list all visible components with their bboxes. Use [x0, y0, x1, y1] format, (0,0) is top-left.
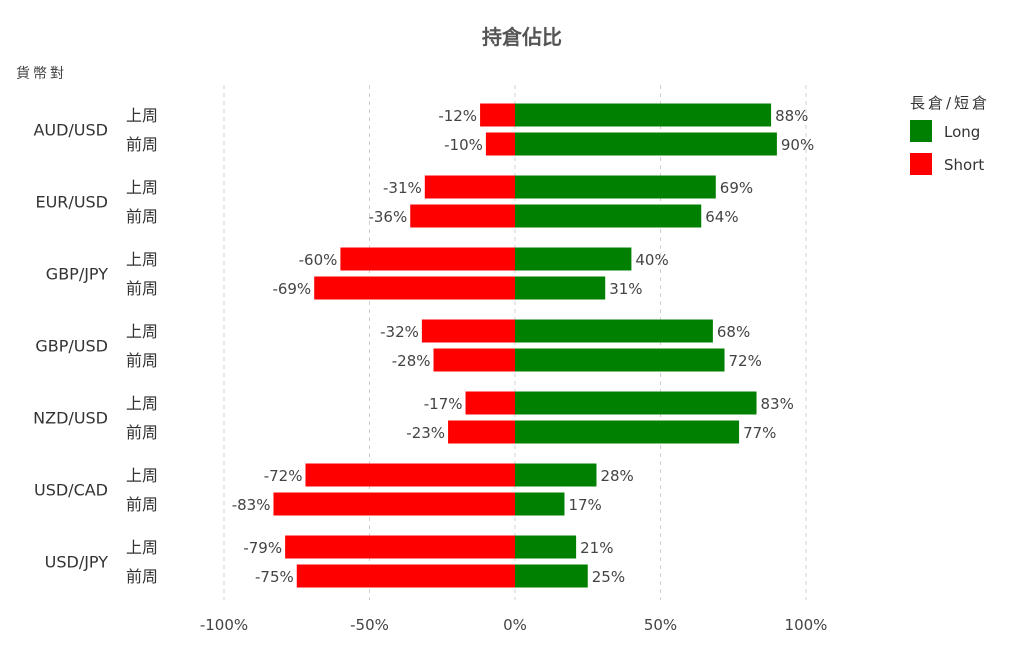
bar-long — [515, 247, 632, 271]
week-label: 上周 — [126, 394, 158, 413]
short-value-label: -79% — [243, 539, 282, 557]
short-value-label: -23% — [406, 424, 445, 442]
week-label: 上周 — [126, 538, 158, 557]
bar-short — [421, 319, 515, 343]
bar-long — [515, 564, 588, 588]
legend: 長倉/短倉 Long Short — [910, 94, 990, 175]
bar-short — [485, 132, 515, 156]
x-axis-ticks: -100% -50% 0% 50% 100% — [200, 616, 828, 634]
bar-long — [515, 103, 772, 127]
long-value-label: 69% — [720, 179, 753, 197]
bar-long — [515, 391, 757, 415]
week-label: 前周 — [126, 495, 158, 514]
long-value-label: 68% — [717, 323, 750, 341]
week-label: 前周 — [126, 135, 158, 154]
bar-long — [515, 204, 702, 228]
week-label: 前周 — [126, 423, 158, 442]
short-value-label: -72% — [264, 467, 303, 485]
short-value-label: -28% — [392, 352, 431, 370]
bars — [273, 103, 777, 588]
long-value-label: 28% — [600, 467, 633, 485]
long-value-label: 21% — [580, 539, 613, 557]
short-value-label: -36% — [368, 208, 407, 226]
labels: AUD/USD 上周 -12% 88% 前周 -10% 90% EUR/USD 上周 -31% 69… — [33, 106, 814, 586]
bar-short — [285, 535, 515, 559]
bar-long — [515, 319, 713, 343]
week-label: 上周 — [126, 466, 158, 485]
week-label: 上周 — [126, 250, 158, 269]
long-value-label: 40% — [635, 251, 668, 269]
currency-pair-label: USD/JPY — [45, 553, 109, 572]
bar-long — [515, 492, 565, 516]
bar-short — [296, 564, 515, 588]
bar-long — [515, 420, 740, 444]
bar-short — [480, 103, 515, 127]
week-label: 前周 — [126, 279, 158, 298]
bar-long — [515, 463, 597, 487]
week-label: 前周 — [126, 567, 158, 586]
bar-short — [433, 348, 515, 372]
bar-long — [515, 348, 725, 372]
chart-title: 持倉佔比 — [482, 25, 562, 49]
currency-pair-label: GBP/JPY — [46, 265, 108, 284]
week-label: 上周 — [126, 322, 158, 341]
week-label: 前周 — [126, 207, 158, 226]
x-tick-label: 0% — [503, 616, 527, 634]
short-value-label: -69% — [272, 280, 311, 298]
bar-short — [424, 175, 515, 199]
week-label: 上周 — [126, 106, 158, 125]
bar-long — [515, 276, 606, 300]
currency-pair-label: EUR/USD — [35, 193, 108, 212]
y-axis-title: 貨幣對 — [16, 65, 67, 82]
currency-pair-label: USD/CAD — [34, 481, 108, 500]
long-value-label: 72% — [729, 352, 762, 370]
legend-long-swatch — [910, 120, 932, 142]
short-value-label: -60% — [299, 251, 338, 269]
long-value-label: 83% — [761, 395, 794, 413]
short-value-label: -17% — [424, 395, 463, 413]
long-value-label: 64% — [705, 208, 738, 226]
short-value-label: -32% — [380, 323, 419, 341]
short-value-label: -75% — [255, 568, 294, 586]
legend-long-label: Long — [944, 123, 980, 141]
x-tick-label: -100% — [200, 616, 248, 634]
legend-short-swatch — [910, 153, 932, 175]
long-value-label: 25% — [592, 568, 625, 586]
short-value-label: -12% — [438, 107, 477, 125]
bar-long — [515, 175, 716, 199]
long-value-label: 88% — [775, 107, 808, 125]
currency-pair-label: GBP/USD — [35, 337, 108, 356]
legend-title: 長倉/短倉 — [910, 94, 990, 112]
x-tick-label: 100% — [785, 616, 828, 634]
bar-short — [340, 247, 515, 271]
x-tick-label: -50% — [350, 616, 389, 634]
week-label: 上周 — [126, 178, 158, 197]
short-value-label: -83% — [232, 496, 271, 514]
bar-long — [515, 535, 577, 559]
short-value-label: -31% — [383, 179, 422, 197]
currency-pair-label: AUD/USD — [33, 121, 108, 140]
bar-long — [515, 132, 777, 156]
bar-short — [410, 204, 515, 228]
bar-short — [273, 492, 515, 516]
bar-short — [448, 420, 515, 444]
bar-short — [314, 276, 515, 300]
legend-short-label: Short — [944, 156, 984, 174]
currency-pair-label: NZD/USD — [33, 409, 108, 428]
week-label: 前周 — [126, 351, 158, 370]
short-value-label: -10% — [444, 136, 483, 154]
long-value-label: 90% — [781, 136, 814, 154]
long-value-label: 31% — [609, 280, 642, 298]
x-tick-label: 50% — [644, 616, 677, 634]
bar-short — [465, 391, 515, 415]
long-value-label: 77% — [743, 424, 776, 442]
bar-short — [305, 463, 515, 487]
long-value-label: 17% — [568, 496, 601, 514]
